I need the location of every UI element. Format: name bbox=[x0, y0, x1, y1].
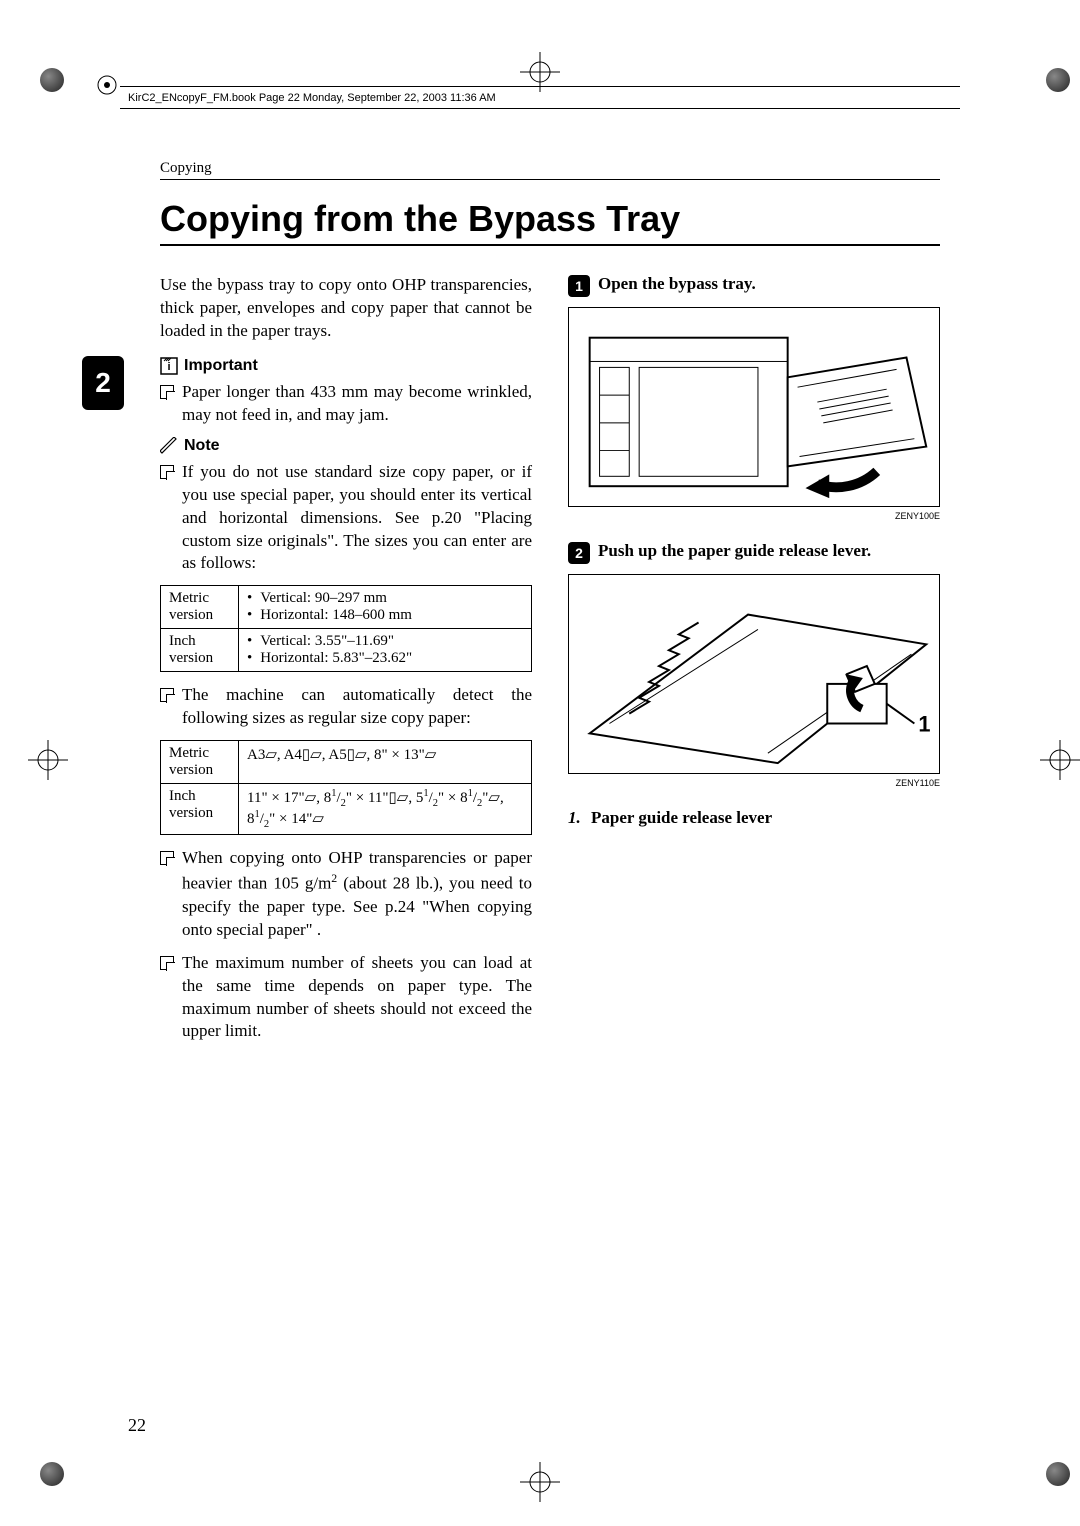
note3-text: When copying onto OHP transparencies or … bbox=[182, 847, 532, 941]
svg-text:i: i bbox=[167, 361, 170, 373]
caption-text: Paper guide release lever bbox=[591, 808, 772, 827]
header-rule-top bbox=[120, 86, 960, 87]
list-item: Horizontal: 148–600 mm bbox=[247, 607, 523, 624]
table-row-head: Inch version bbox=[161, 784, 239, 835]
note-item-4: The maximum number of sheets you can loa… bbox=[160, 952, 532, 1044]
table-cell: Vertical: 3.55"–11.69" Horizontal: 5.83"… bbox=[239, 629, 532, 672]
note1-text: If you do not use standard size copy pap… bbox=[182, 461, 532, 576]
step-number-icon: 1 bbox=[568, 275, 590, 297]
detect-inch: 11" × 17"▱, 81/2" × 11"▯▱, 51/2" × 81/2"… bbox=[247, 790, 504, 827]
size-entry-table: Metric version Vertical: 90–297 mm Horiz… bbox=[160, 585, 532, 672]
table-cell: A3▱, A4▯▱, A5▯▱, 8" × 13"▱ bbox=[239, 741, 532, 784]
step-1: 1 Open the bypass tray. bbox=[568, 274, 940, 297]
running-head: Copying bbox=[160, 160, 940, 180]
reg-dot-tl bbox=[40, 68, 64, 92]
note2-text: The machine can automatically detect the… bbox=[182, 684, 532, 730]
step-2: 2 Push up the paper guide release lever. bbox=[568, 541, 940, 564]
note-heading: Note bbox=[160, 437, 532, 455]
list-item: Horizontal: 5.83"–23.62" bbox=[247, 650, 523, 667]
list-item: Vertical: 3.55"–11.69" bbox=[247, 633, 523, 650]
right-column: 1 Open the bypass tray. bbox=[568, 274, 940, 1053]
header-rule-bottom bbox=[120, 108, 960, 109]
regmark-right bbox=[1040, 740, 1080, 780]
reg-dot-bl bbox=[40, 1462, 64, 1486]
table-row-head: Metric version bbox=[161, 586, 239, 629]
step-number-icon: 2 bbox=[568, 542, 590, 564]
note-item-2: The machine can automatically detect the… bbox=[160, 684, 532, 730]
page-number: 22 bbox=[128, 1415, 146, 1436]
title-rule bbox=[160, 244, 940, 246]
important-label: Important bbox=[184, 357, 258, 375]
important-icon: i bbox=[160, 357, 178, 375]
note-label: Note bbox=[184, 437, 220, 455]
figure2-callout: 1 bbox=[918, 711, 930, 736]
table-row-head: Inch version bbox=[161, 629, 239, 672]
reg-dot-br bbox=[1046, 1462, 1070, 1486]
figure1-code: ZENY100E bbox=[568, 511, 940, 521]
note-bullet-icon bbox=[160, 385, 174, 399]
table-cell: Vertical: 90–297 mm Horizontal: 148–600 … bbox=[239, 586, 532, 629]
note4-text: The maximum number of sheets you can loa… bbox=[182, 952, 532, 1044]
figure2-caption: 1. Paper guide release lever bbox=[568, 808, 940, 828]
note-item-3: When copying onto OHP transparencies or … bbox=[160, 847, 532, 941]
regmark-bottom bbox=[520, 1462, 560, 1502]
table-cell: 11" × 17"▱, 81/2" × 11"▯▱, 51/2" × 81/2"… bbox=[239, 784, 532, 835]
reg-dot-tr bbox=[1046, 68, 1070, 92]
step1-text: Open the bypass tray. bbox=[598, 274, 756, 297]
page-content: Copying Copying from the Bypass Tray Use… bbox=[160, 160, 940, 1053]
figure-open-bypass bbox=[568, 307, 940, 507]
note-bullet-icon bbox=[160, 956, 174, 970]
chapter-tab: 2 bbox=[82, 356, 124, 410]
note-bullet-icon bbox=[160, 465, 174, 479]
caption-number: 1. bbox=[568, 808, 581, 827]
left-column: Use the bypass tray to copy onto OHP tra… bbox=[160, 274, 532, 1053]
detect-metric: A3▱, A4▯▱, A5▯▱, 8" × 13"▱ bbox=[247, 747, 436, 763]
figure-release-lever: 1 bbox=[568, 574, 940, 774]
note-icon bbox=[160, 437, 178, 455]
clip-icon bbox=[96, 74, 118, 96]
important-item: Paper longer than 433 mm may become wrin… bbox=[160, 381, 532, 427]
important-text: Paper longer than 433 mm may become wrin… bbox=[182, 381, 532, 427]
table-row-head: Metric version bbox=[161, 741, 239, 784]
figure2-code: ZENY110E bbox=[568, 778, 940, 788]
important-heading: i Important bbox=[160, 357, 532, 375]
regmark-left bbox=[28, 740, 68, 780]
page-title: Copying from the Bypass Tray bbox=[160, 198, 940, 240]
note-bullet-icon bbox=[160, 851, 174, 865]
note-item-1: If you do not use standard size copy pap… bbox=[160, 461, 532, 576]
intro-para: Use the bypass tray to copy onto OHP tra… bbox=[160, 274, 532, 343]
auto-detect-table: Metric version A3▱, A4▯▱, A5▯▱, 8" × 13"… bbox=[160, 740, 532, 835]
book-info: KirC2_ENcopyF_FM.book Page 22 Monday, Se… bbox=[128, 92, 496, 104]
step2-text: Push up the paper guide release lever. bbox=[598, 541, 871, 564]
list-item: Vertical: 90–297 mm bbox=[247, 590, 523, 607]
note-bullet-icon bbox=[160, 688, 174, 702]
